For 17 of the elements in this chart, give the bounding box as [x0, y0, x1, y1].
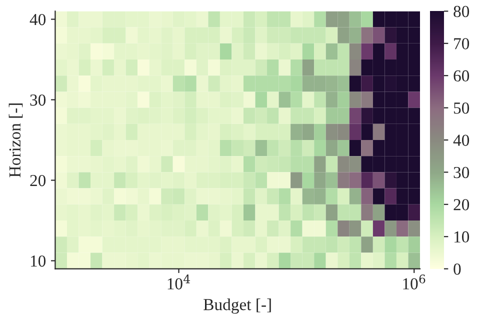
color-bar-label: 70	[454, 38, 470, 50]
color-bar-label: 60	[454, 70, 470, 82]
x-axis-title: Budget [-]	[204, 298, 271, 314]
color-bar-label: 40	[453, 134, 470, 146]
y-tick-label: 40	[30, 14, 46, 26]
y-tick-label: 30	[30, 94, 46, 106]
color-bar-label: 20	[454, 199, 470, 210]
color-bar-label: 80	[454, 6, 470, 18]
x-tick-label: 10$^{6}$	[403, 274, 426, 290]
y-axis-title: Horizon [-]	[8, 104, 23, 178]
color-bar-label: 0	[454, 264, 461, 275]
y-tick-label: 10	[30, 255, 46, 267]
color-bar-label: 10	[454, 231, 470, 243]
y-tick-label: 20	[30, 174, 46, 186]
color-bar-label: 30	[454, 166, 470, 178]
x-tick-label: 10$^{4}$	[168, 274, 190, 290]
color-bar-label: 50	[454, 102, 470, 114]
